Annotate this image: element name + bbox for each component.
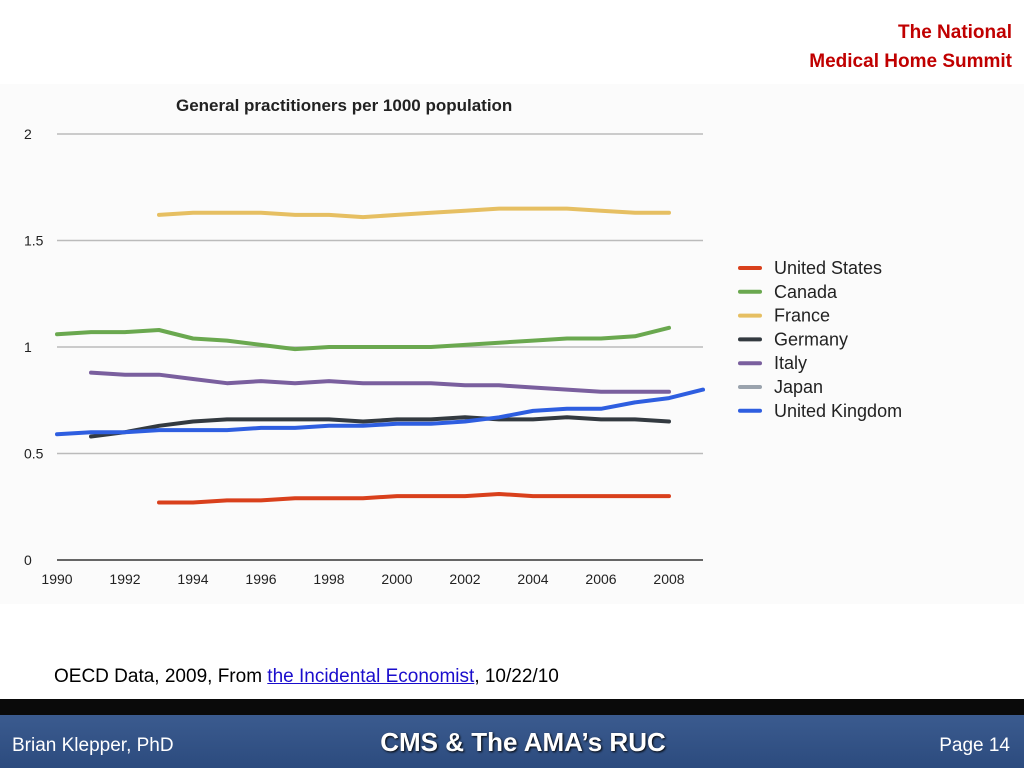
source-link[interactable]: the Incidental Economist xyxy=(267,666,475,687)
legend-label: Italy xyxy=(774,353,807,373)
y-tick-label: 1.5 xyxy=(24,233,44,249)
legend-label: Germany xyxy=(774,329,848,349)
x-tick-label: 2002 xyxy=(449,571,480,587)
legend-label: United States xyxy=(774,258,882,278)
x-tick-label: 2004 xyxy=(517,571,548,587)
slide-header: The National Medical Home Summit xyxy=(809,18,1012,76)
line-chart: General practitioners per 1000 populatio… xyxy=(0,84,1024,604)
legend-label: Canada xyxy=(774,282,838,302)
y-tick-label: 0.5 xyxy=(24,446,44,462)
series-line xyxy=(55,325,671,352)
y-tick-labels: 0 0.5 1 1.5 2 xyxy=(24,126,44,568)
series-line xyxy=(157,492,671,505)
x-tick-label: 2006 xyxy=(585,571,616,587)
header-line-2: Medical Home Summit xyxy=(809,51,1012,72)
legend-label: France xyxy=(774,306,830,326)
y-tick-label: 1 xyxy=(24,339,32,355)
series-line xyxy=(55,387,705,437)
x-tick-label: 1992 xyxy=(109,571,140,587)
legend-label: Japan xyxy=(774,377,823,397)
source-citation: OECD Data, 2009, From the Incidental Eco… xyxy=(54,666,559,688)
footer-page-number: Page 14 xyxy=(939,735,1010,756)
legend: United States Canada France Germany Italy Jap… xyxy=(738,258,902,421)
series-line xyxy=(89,370,671,394)
series-line xyxy=(89,415,671,439)
x-tick-label: 1996 xyxy=(245,571,276,587)
x-tick-label: 2000 xyxy=(381,571,412,587)
source-prefix: OECD Data, 2009, From xyxy=(54,666,268,687)
source-suffix: , 10/22/10 xyxy=(474,666,559,687)
footer-title: CMS & The AMA’s RUC xyxy=(380,727,666,757)
chart-container: General practitioners per 1000 populatio… xyxy=(0,84,1024,604)
series-line xyxy=(157,206,671,220)
y-tick-label: 2 xyxy=(24,126,32,142)
header-line-1: The National xyxy=(897,22,1012,43)
x-tick-label: 2008 xyxy=(653,571,684,587)
slide-footer: Brian Klepper, PhD CMS & The AMA’s RUC P… xyxy=(0,715,1024,768)
x-tick-label: 1990 xyxy=(41,571,72,587)
x-tick-label: 1998 xyxy=(313,571,344,587)
x-tick-labels: 1990 1992 1994 1996 1998 2000 2002 2004 2006 2008 xyxy=(41,571,684,587)
chart-title: General practitioners per 1000 populatio… xyxy=(176,96,512,115)
x-tick-label: 1994 xyxy=(177,571,208,587)
legend-label: United Kingdom xyxy=(774,401,902,421)
footer-divider xyxy=(0,699,1024,715)
series-lines xyxy=(55,206,705,505)
footer-author: Brian Klepper, PhD xyxy=(12,735,174,756)
y-tick-label: 0 xyxy=(24,552,32,568)
